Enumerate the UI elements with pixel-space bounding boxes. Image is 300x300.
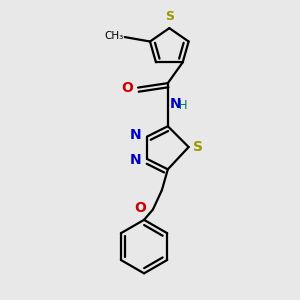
Text: S: S bbox=[193, 140, 203, 154]
Text: N: N bbox=[169, 97, 181, 111]
Text: N: N bbox=[130, 153, 142, 167]
Text: ·H: ·H bbox=[176, 99, 189, 112]
Text: CH₃: CH₃ bbox=[104, 31, 123, 40]
Text: O: O bbox=[135, 201, 146, 215]
Text: O: O bbox=[122, 81, 134, 94]
Text: N: N bbox=[130, 128, 142, 142]
Text: S: S bbox=[165, 10, 174, 23]
